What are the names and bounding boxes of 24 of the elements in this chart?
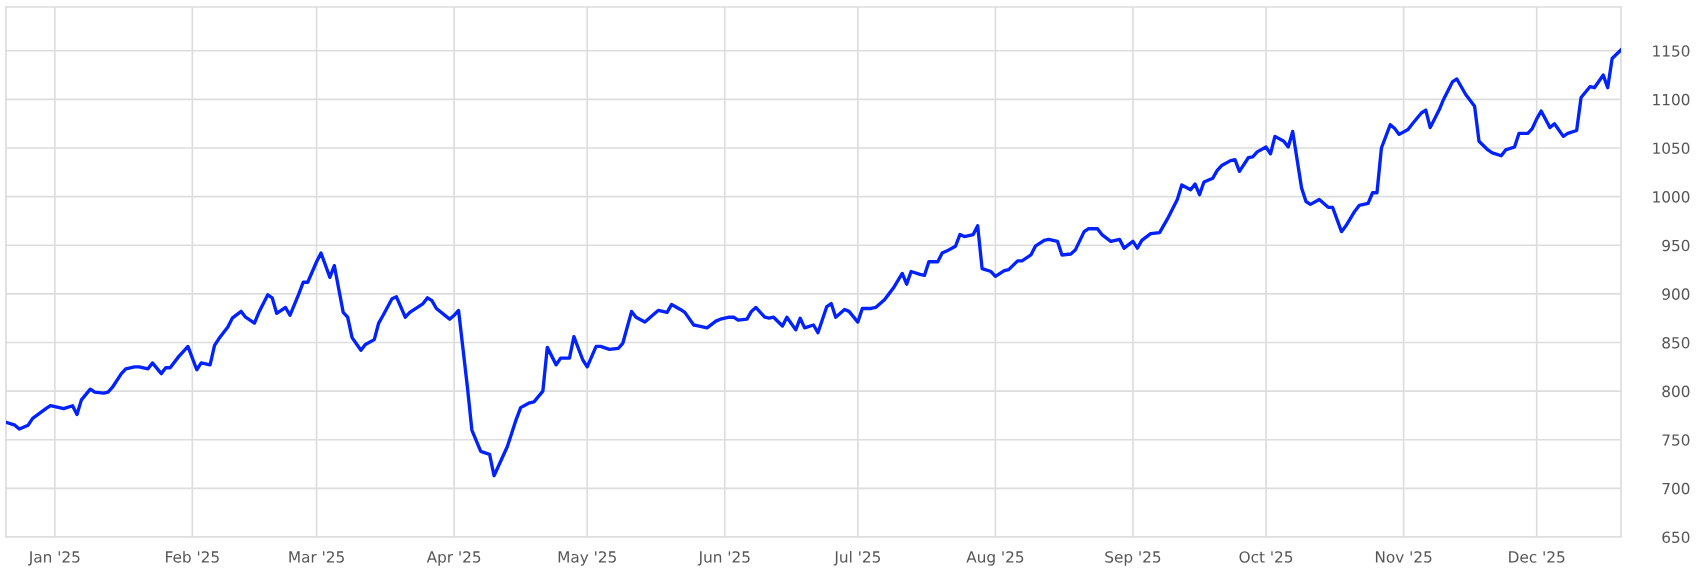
x-tick-label: Feb '25 xyxy=(166,550,219,563)
x-tick-label: Jun '25 xyxy=(697,551,750,566)
y-tick-label: 1050 xyxy=(1653,142,1690,155)
x-tick-label: Sep '25 xyxy=(1105,551,1161,566)
x-tick-label: Aug '25 xyxy=(966,551,1024,566)
y-tick-label: 650 xyxy=(1662,531,1690,544)
y-tick-label: 950 xyxy=(1662,239,1690,252)
y-tick-label: 850 xyxy=(1662,336,1690,349)
x-tick-label: May '25 xyxy=(558,551,616,566)
x-tick-label: Jul '25 xyxy=(833,550,880,566)
y-tick-label: 750 xyxy=(1662,434,1690,446)
y-tick-label: 1100 xyxy=(1653,93,1690,106)
x-tick-label: Apr '25 xyxy=(426,551,481,566)
y-tick-label: 1150 xyxy=(1653,45,1690,57)
y-tick-label: 1000 xyxy=(1653,191,1690,203)
y-tick-label: 700 xyxy=(1662,482,1690,495)
x-tick-label: Jan '25 xyxy=(27,551,80,566)
x-tick-label: Oct '25 xyxy=(1239,551,1293,563)
y-tick-label: 900 xyxy=(1662,288,1690,300)
x-tick-label: Nov '25 xyxy=(1375,551,1432,563)
x-tick-label: Mar '25 xyxy=(289,551,344,563)
line-series xyxy=(6,48,1621,478)
x-tick-label: Dec '25 xyxy=(1509,551,1565,563)
y-tick-label: 800 xyxy=(1662,385,1690,398)
